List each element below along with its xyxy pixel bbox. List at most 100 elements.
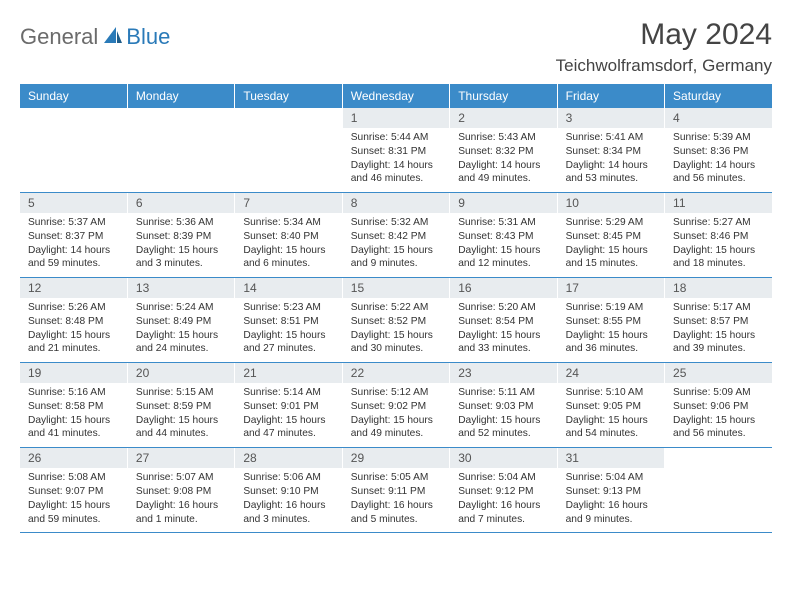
day-number: 11	[665, 193, 772, 214]
day-cell: Sunrise: 5:16 AMSunset: 8:58 PMDaylight:…	[20, 383, 127, 448]
daylight-text: Daylight: 15 hours and 24 minutes.	[136, 329, 226, 357]
daylight-text: Daylight: 15 hours and 49 minutes.	[351, 414, 441, 442]
day-cell: Sunrise: 5:10 AMSunset: 9:05 PMDaylight:…	[557, 383, 664, 448]
daylight-text: Daylight: 15 hours and 6 minutes.	[243, 244, 333, 272]
day-header: Monday	[127, 84, 234, 108]
day-number: 26	[20, 448, 127, 469]
sunrise-text: Sunrise: 5:24 AM	[136, 301, 226, 315]
day-number: 3	[557, 108, 664, 128]
sunrise-text: Sunrise: 5:04 AM	[458, 471, 548, 485]
daylight-text: Daylight: 15 hours and 56 minutes.	[673, 414, 764, 442]
day-number	[127, 108, 234, 128]
sunset-text: Sunset: 8:31 PM	[351, 145, 441, 159]
daylight-text: Daylight: 15 hours and 41 minutes.	[28, 414, 119, 442]
daylight-text: Daylight: 15 hours and 36 minutes.	[566, 329, 656, 357]
day-number: 8	[342, 193, 449, 214]
day-number: 31	[557, 448, 664, 469]
sunrise-text: Sunrise: 5:27 AM	[673, 216, 764, 230]
day-number: 25	[665, 363, 772, 384]
sunrise-text: Sunrise: 5:15 AM	[136, 386, 226, 400]
day-cell: Sunrise: 5:05 AMSunset: 9:11 PMDaylight:…	[342, 468, 449, 533]
day-number: 6	[127, 193, 234, 214]
sunrise-text: Sunrise: 5:26 AM	[28, 301, 119, 315]
sunset-text: Sunset: 9:02 PM	[351, 400, 441, 414]
week-daynum-row: 1234	[20, 108, 772, 128]
day-cell: Sunrise: 5:12 AMSunset: 9:02 PMDaylight:…	[342, 383, 449, 448]
sunrise-text: Sunrise: 5:16 AM	[28, 386, 119, 400]
sunset-text: Sunset: 8:36 PM	[673, 145, 764, 159]
day-header-row: Sunday Monday Tuesday Wednesday Thursday…	[20, 84, 772, 108]
day-cell: Sunrise: 5:34 AMSunset: 8:40 PMDaylight:…	[235, 213, 342, 278]
sunrise-text: Sunrise: 5:22 AM	[351, 301, 441, 315]
day-cell: Sunrise: 5:04 AMSunset: 9:12 PMDaylight:…	[450, 468, 557, 533]
sunset-text: Sunset: 8:57 PM	[673, 315, 764, 329]
daylight-text: Daylight: 16 hours and 7 minutes.	[458, 499, 548, 527]
daylight-text: Daylight: 14 hours and 53 minutes.	[566, 159, 656, 187]
day-number: 5	[20, 193, 127, 214]
day-number: 4	[665, 108, 772, 128]
sunrise-text: Sunrise: 5:32 AM	[351, 216, 441, 230]
day-number: 13	[127, 278, 234, 299]
day-cell	[20, 128, 127, 193]
day-number: 2	[450, 108, 557, 128]
sunrise-text: Sunrise: 5:06 AM	[243, 471, 333, 485]
day-cell: Sunrise: 5:24 AMSunset: 8:49 PMDaylight:…	[127, 298, 234, 363]
sunset-text: Sunset: 8:48 PM	[28, 315, 119, 329]
daylight-text: Daylight: 15 hours and 30 minutes.	[351, 329, 441, 357]
day-cell: Sunrise: 5:43 AMSunset: 8:32 PMDaylight:…	[450, 128, 557, 193]
day-number: 28	[235, 448, 342, 469]
week-daynum-row: 12131415161718	[20, 278, 772, 299]
sunset-text: Sunset: 9:08 PM	[136, 485, 226, 499]
sunset-text: Sunset: 8:37 PM	[28, 230, 119, 244]
day-cell: Sunrise: 5:06 AMSunset: 9:10 PMDaylight:…	[235, 468, 342, 533]
daylight-text: Daylight: 15 hours and 18 minutes.	[673, 244, 764, 272]
sunset-text: Sunset: 8:58 PM	[28, 400, 119, 414]
sunset-text: Sunset: 9:05 PM	[566, 400, 656, 414]
daylight-text: Daylight: 15 hours and 59 minutes.	[28, 499, 119, 527]
day-cell: Sunrise: 5:22 AMSunset: 8:52 PMDaylight:…	[342, 298, 449, 363]
header: General Blue May 2024 Teichwolframsdorf,…	[20, 18, 772, 76]
sunrise-text: Sunrise: 5:34 AM	[243, 216, 333, 230]
day-cell: Sunrise: 5:15 AMSunset: 8:59 PMDaylight:…	[127, 383, 234, 448]
day-cell: Sunrise: 5:27 AMSunset: 8:46 PMDaylight:…	[665, 213, 772, 278]
daylight-text: Daylight: 15 hours and 52 minutes.	[458, 414, 548, 442]
daylight-text: Daylight: 16 hours and 1 minute.	[136, 499, 226, 527]
sunset-text: Sunset: 8:32 PM	[458, 145, 548, 159]
day-number: 24	[557, 363, 664, 384]
sunset-text: Sunset: 8:40 PM	[243, 230, 333, 244]
sunset-text: Sunset: 8:54 PM	[458, 315, 548, 329]
sunset-text: Sunset: 8:42 PM	[351, 230, 441, 244]
week-daynum-row: 262728293031	[20, 448, 772, 469]
day-cell: Sunrise: 5:11 AMSunset: 9:03 PMDaylight:…	[450, 383, 557, 448]
day-cell: Sunrise: 5:37 AMSunset: 8:37 PMDaylight:…	[20, 213, 127, 278]
day-cell: Sunrise: 5:31 AMSunset: 8:43 PMDaylight:…	[450, 213, 557, 278]
sunrise-text: Sunrise: 5:05 AM	[351, 471, 441, 485]
day-header: Friday	[557, 84, 664, 108]
day-cell: Sunrise: 5:04 AMSunset: 9:13 PMDaylight:…	[557, 468, 664, 533]
day-cell: Sunrise: 5:08 AMSunset: 9:07 PMDaylight:…	[20, 468, 127, 533]
month-title: May 2024	[556, 18, 772, 52]
daylight-text: Daylight: 14 hours and 56 minutes.	[673, 159, 764, 187]
week-daynum-row: 567891011	[20, 193, 772, 214]
day-cell	[235, 128, 342, 193]
week-content-row: Sunrise: 5:37 AMSunset: 8:37 PMDaylight:…	[20, 213, 772, 278]
sunset-text: Sunset: 8:59 PM	[136, 400, 226, 414]
day-number: 14	[235, 278, 342, 299]
day-header: Saturday	[665, 84, 772, 108]
sunrise-text: Sunrise: 5:39 AM	[673, 131, 764, 145]
daylight-text: Daylight: 14 hours and 49 minutes.	[458, 159, 548, 187]
day-cell: Sunrise: 5:20 AMSunset: 8:54 PMDaylight:…	[450, 298, 557, 363]
day-number: 7	[235, 193, 342, 214]
title-block: May 2024 Teichwolframsdorf, Germany	[556, 18, 772, 76]
sunrise-text: Sunrise: 5:07 AM	[136, 471, 226, 485]
sunrise-text: Sunrise: 5:43 AM	[458, 131, 548, 145]
week-content-row: Sunrise: 5:44 AMSunset: 8:31 PM Daylight:…	[20, 128, 772, 193]
sunrise-text: Sunrise: 5:11 AM	[458, 386, 548, 400]
sunrise-text: Sunrise: 5:44 AM	[351, 131, 441, 145]
day-cell: Sunrise: 5:09 AMSunset: 9:06 PMDaylight:…	[665, 383, 772, 448]
day-cell: Sunrise: 5:23 AMSunset: 8:51 PMDaylight:…	[235, 298, 342, 363]
week-daynum-row: 19202122232425	[20, 363, 772, 384]
daylight-text: Daylight: 16 hours and 3 minutes.	[243, 499, 333, 527]
sunset-text: Sunset: 8:45 PM	[566, 230, 656, 244]
sunset-text: Sunset: 8:46 PM	[673, 230, 764, 244]
